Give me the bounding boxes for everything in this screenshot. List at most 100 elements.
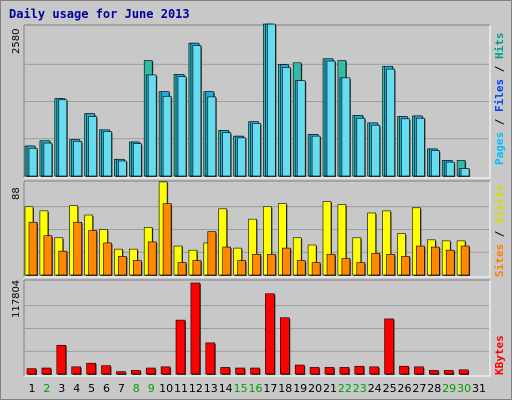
day-label: 24	[368, 382, 382, 395]
bar-pages	[222, 132, 231, 177]
bar-sites	[430, 246, 440, 276]
bar-pages	[267, 23, 276, 177]
bar-pages	[162, 96, 172, 177]
bar-sites	[281, 247, 291, 276]
day-label: 15	[234, 382, 248, 395]
bar-sites	[401, 256, 410, 276]
bar-kbytes	[250, 367, 260, 375]
y-max-visits: 88	[11, 187, 22, 200]
bar-sites	[267, 254, 276, 276]
day-label: 23	[353, 382, 367, 395]
bar-sites	[356, 262, 366, 276]
day-label: 4	[73, 382, 80, 395]
day-label: 19	[293, 382, 307, 395]
bar-pages	[445, 161, 455, 177]
bar-kbytes	[428, 370, 439, 375]
bar-kbytes	[339, 367, 350, 375]
panel-kbytes	[23, 279, 491, 377]
bar-kbytes	[414, 366, 424, 375]
day-label: 31	[472, 382, 486, 395]
bar-kbytes	[309, 367, 320, 375]
day-label: 11	[174, 382, 188, 395]
bar-kbytes	[458, 369, 469, 375]
bar-kbytes	[235, 367, 245, 375]
bar-kbytes	[265, 293, 275, 375]
bar-pages	[88, 116, 97, 177]
day-label: 8	[133, 382, 140, 395]
grid-lines	[25, 63, 489, 352]
bar-pages	[296, 80, 306, 177]
day-label: 3	[58, 382, 65, 395]
bar-sites	[103, 242, 112, 276]
bar-pages	[28, 147, 38, 177]
day-label: 10	[159, 382, 173, 395]
bar-kbytes	[71, 366, 81, 375]
day-label: 22	[338, 382, 352, 395]
legend-top: Pages / Files / Hits	[493, 33, 506, 166]
bar-kbytes	[324, 367, 335, 375]
bar-pages	[147, 74, 157, 177]
bar-pages	[43, 142, 53, 177]
chart-title: Daily usage for June 2013	[9, 7, 190, 21]
bar-kbytes	[26, 368, 37, 375]
legend-kbytes: KBytes	[493, 335, 506, 375]
bar-sites	[311, 262, 321, 276]
day-label: 7	[118, 382, 125, 395]
bar-sites	[445, 249, 455, 276]
bar-kbytes	[41, 367, 52, 375]
day-label: 12	[189, 382, 203, 395]
bar-kbytes	[86, 362, 96, 375]
bar-sites	[252, 254, 261, 276]
bar-pages	[58, 99, 68, 177]
bar-pages	[341, 77, 351, 177]
bar-pages	[401, 118, 410, 177]
bar-pages	[237, 137, 246, 177]
bar-pages	[252, 123, 261, 177]
bar-sites	[88, 230, 97, 276]
legend-files: Files	[493, 79, 506, 112]
bar-pages	[430, 150, 440, 177]
day-label: 1	[29, 382, 36, 395]
bar-pages	[311, 135, 321, 177]
day-label: 27	[412, 382, 426, 395]
bar-kbytes	[175, 319, 186, 375]
bar-sites	[237, 260, 246, 276]
legend-sep: /	[493, 112, 506, 132]
bar-sites	[147, 241, 157, 276]
bar-sites	[58, 250, 68, 276]
bar-pages	[133, 143, 142, 177]
bar-kbytes	[294, 364, 305, 375]
bar-pages	[73, 141, 82, 177]
day-label: 17	[263, 382, 277, 395]
day-label: 29	[442, 382, 456, 395]
bar-kbytes	[279, 317, 290, 375]
bar-sites	[118, 256, 127, 276]
bar-kbytes	[443, 370, 454, 375]
bar-kbytes	[116, 371, 126, 375]
bar-kbytes	[205, 342, 216, 375]
legend-hits: Hits	[493, 33, 506, 60]
bar-sites	[296, 260, 306, 276]
bar-sites	[73, 221, 82, 276]
legend-sites: Sites	[493, 244, 506, 277]
day-label: 2	[43, 382, 50, 395]
day-label: 18	[278, 382, 292, 395]
bar-sites	[43, 235, 53, 276]
day-label: 25	[383, 382, 397, 395]
bar-sites	[177, 262, 187, 276]
bar-sites	[222, 246, 231, 276]
bar-kbytes	[384, 318, 394, 375]
bar-kbytes	[354, 365, 365, 375]
day-label: 21	[323, 382, 337, 395]
bar-pages	[103, 131, 112, 177]
bar-sites	[207, 231, 217, 276]
y-max-kbytes: 117804	[11, 280, 22, 318]
bar-pages	[371, 124, 381, 177]
legend-visits: Visits	[493, 184, 506, 224]
bar-pages	[326, 60, 336, 177]
day-labels: 1 2 3 4 5 6 7 8 9 10 11 12 13 14 15 16 17 18 19 20 21 22 23 24 2…	[29, 382, 487, 395]
bar-pages	[207, 96, 217, 177]
bar-kbytes	[190, 282, 201, 375]
bar-pages	[118, 160, 127, 177]
bar-sites	[326, 254, 336, 276]
